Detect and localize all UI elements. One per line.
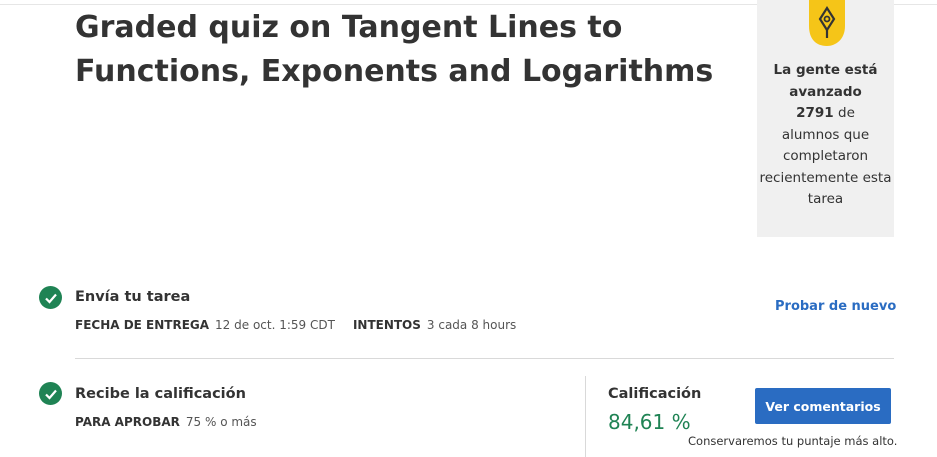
check-circle-icon	[39, 382, 62, 405]
pass-value: 75 % o más	[185, 415, 257, 429]
due-value: 12 de oct. 1:59 CDT	[215, 318, 335, 332]
grade-value: 84,61 %	[608, 410, 691, 434]
pass-label: PARA APROBAR	[75, 415, 180, 429]
attempts-value: 3 cada 8 hours	[426, 318, 517, 332]
progress-count: 2791	[796, 105, 834, 121]
grade-vertical-divider	[585, 376, 586, 457]
retry-link[interactable]: Probar de nuevo	[775, 299, 897, 314]
pass-meta: PARA APROBAR 75 % o más	[75, 415, 257, 429]
view-feedback-button[interactable]: Ver comentarios	[755, 388, 891, 424]
pen-nib-badge-icon	[809, 0, 845, 46]
section-divider	[75, 358, 894, 359]
top-divider	[0, 4, 937, 5]
keep-highest-note: Conservaremos tu puntaje más alto.	[688, 434, 898, 448]
check-circle-icon	[39, 286, 62, 309]
page-title: Graded quiz on Tangent Lines to Function…	[75, 10, 714, 89]
attempts-label: INTENTOS	[352, 318, 421, 332]
progress-count-suffix: de	[838, 105, 855, 121]
grade-label: Calificación	[608, 386, 702, 402]
progress-text: La gente está avanzado 2791 de alumnos q…	[757, 60, 894, 211]
grade-title: Recibe la calificación	[75, 386, 246, 402]
submit-meta: FECHA DE ENTREGA 12 de oct. 1:59 CDT INTEN…	[75, 318, 516, 332]
due-label: FECHA DE ENTREGA	[75, 318, 210, 332]
progress-card: La gente está avanzado 2791 de alumnos q…	[757, 0, 894, 237]
submit-title: Envía tu tarea	[75, 289, 191, 305]
progress-count-line: 2791 de	[757, 103, 894, 125]
progress-body: alumnos que completaron recientemente es…	[759, 126, 892, 208]
progress-headline: La gente está avanzado	[773, 62, 878, 100]
